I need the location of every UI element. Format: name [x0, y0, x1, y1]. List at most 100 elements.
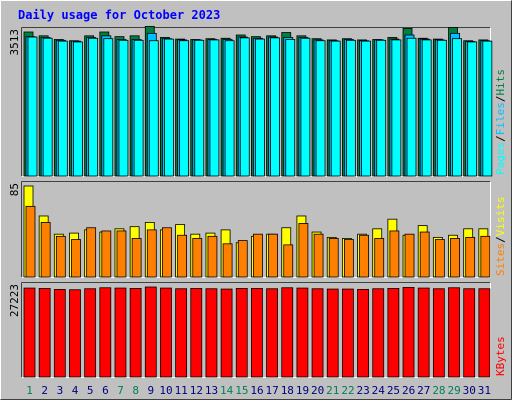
x-tick-label-day-17: 17: [266, 384, 279, 397]
panel-bottom: 27223 KBytes: [8, 282, 507, 378]
x-tick-label-day-19: 19: [296, 384, 309, 397]
bar-pages-day-16: [255, 38, 265, 177]
x-axis-labels: 1 2 3 4 5 6 7 8 9 10 11 12 13 14 15 16 17 18 19 20 21 22 23 24 2…: [26, 384, 491, 397]
panel-bottom-legend: KBytes: [494, 336, 507, 376]
x-tick-label-day-10: 10: [159, 384, 172, 397]
x-tick-label-day-1: 1: [26, 384, 33, 397]
panel-top-legend: Pages/Files/Hits: [494, 69, 507, 175]
legend-files: Files: [494, 102, 507, 135]
x-tick-label-day-22: 22: [341, 384, 354, 397]
bar-kbytes-day-29: [448, 287, 460, 378]
x-tick-label-day-7: 7: [117, 384, 124, 397]
bar-pages-day-23: [361, 40, 371, 177]
panel-bottom-max-label: 27223: [8, 284, 21, 317]
bar-sites-day-25: [389, 230, 400, 278]
bar-pages-day-30: [467, 41, 478, 177]
x-tick-label-day-29: 29: [447, 384, 460, 397]
bar-pages-day-4: [73, 41, 83, 177]
x-tick-label-day-15: 15: [235, 384, 248, 397]
bar-kbytes-day-17: [266, 288, 278, 378]
legend-pages: Pages: [494, 142, 507, 175]
x-tick-label-day-13: 13: [205, 384, 218, 397]
bar-kbytes-day-23: [357, 288, 369, 378]
bar-sites-day-27: [419, 231, 430, 278]
bar-kbytes-day-28: [432, 288, 445, 378]
bar-sites-day-3: [55, 235, 66, 278]
x-tick-label-day-8: 8: [132, 384, 139, 397]
bar-sites-day-6: [101, 230, 112, 278]
bar-kbytes-day-31: [478, 288, 491, 378]
bar-pages-day-11: [179, 40, 190, 177]
bar-pages-day-20: [315, 40, 326, 177]
bar-kbytes-day-7: [114, 287, 127, 378]
bar-kbytes-day-16: [251, 287, 263, 378]
bar-kbytes-day-3: [53, 288, 66, 378]
panel-middle-legend: Sites/Visits: [494, 197, 507, 277]
bar-sites-day-26: [404, 233, 415, 278]
bar-sites-day-4: [71, 239, 81, 278]
bar-pages-day-17: [270, 37, 280, 177]
bar-kbytes-day-9: [144, 286, 157, 378]
bar-pages-day-19: [300, 37, 311, 177]
bar-pages-day-31: [482, 40, 493, 177]
x-tick-label-day-23: 23: [357, 384, 370, 397]
panel-middle-bars: [23, 185, 491, 278]
legend-sites: Sites: [494, 243, 507, 276]
bar-pages-day-27: [421, 39, 432, 177]
bar-kbytes-day-27: [417, 287, 430, 378]
bar-sites-day-10: [162, 227, 172, 278]
bar-sites-day-7: [116, 230, 127, 278]
bar-pages-day-15: [239, 37, 250, 177]
x-tick-label-day-25: 25: [387, 384, 400, 397]
bar-sites-day-23: [359, 234, 369, 278]
bar-pages-day-29: [452, 38, 462, 177]
bar-kbytes-day-20: [311, 288, 324, 378]
x-tick-label-day-20: 20: [311, 384, 324, 397]
bar-kbytes-day-6: [99, 287, 112, 378]
bar-sites-day-11: [177, 234, 188, 278]
bar-sites-day-29: [450, 238, 460, 278]
panel-middle-max-label: 85: [8, 183, 21, 196]
bar-pages-day-6: [103, 38, 114, 177]
bar-kbytes-day-13: [205, 288, 218, 378]
panel-top: 3513 Pages/Files/Hits: [8, 25, 507, 177]
bar-kbytes-day-18: [281, 287, 294, 378]
bar-sites-day-2: [40, 221, 51, 278]
bar-sites-day-5: [86, 227, 97, 278]
bar-pages-day-25: [391, 39, 402, 177]
bar-kbytes-day-10: [160, 287, 172, 378]
bar-pages-day-26: [406, 37, 417, 177]
bar-pages-day-2: [42, 37, 53, 177]
x-tick-label-day-27: 27: [417, 384, 430, 397]
legend-kbytes: KBytes: [494, 336, 507, 376]
x-tick-label-day-3: 3: [57, 384, 64, 397]
bar-pages-day-14: [224, 40, 235, 177]
panel-middle: 85 Sites/Visits: [8, 181, 507, 278]
bar-pages-day-8: [133, 39, 144, 177]
bar-kbytes-day-14: [220, 288, 233, 378]
bar-kbytes-day-11: [175, 288, 188, 378]
x-tick-label-day-12: 12: [190, 384, 203, 397]
bar-kbytes-day-5: [84, 288, 97, 378]
x-tick-label-day-21: 21: [326, 384, 339, 397]
bar-kbytes-day-15: [235, 287, 248, 378]
bar-sites-day-28: [434, 239, 445, 278]
panel-top-bars: [23, 25, 493, 177]
bar-pages-day-28: [436, 39, 447, 177]
bar-pages-day-21: [330, 40, 341, 177]
bar-kbytes-day-24: [372, 288, 385, 378]
bar-sites-day-9: [146, 229, 157, 278]
bar-pages-day-24: [376, 39, 387, 177]
x-tick-label-day-31: 31: [478, 384, 491, 397]
x-tick-label-day-26: 26: [402, 384, 415, 397]
bar-sites-day-30: [465, 236, 476, 278]
bar-sites-day-24: [374, 238, 385, 278]
bar-sites-day-19: [298, 223, 309, 278]
x-tick-label-day-11: 11: [175, 384, 188, 397]
bar-sites-day-22: [343, 239, 354, 278]
bar-sites-day-8: [131, 238, 142, 278]
bar-sites-day-15: [237, 240, 248, 278]
bar-sites-day-14: [222, 243, 233, 278]
bar-kbytes-day-21: [326, 288, 339, 378]
